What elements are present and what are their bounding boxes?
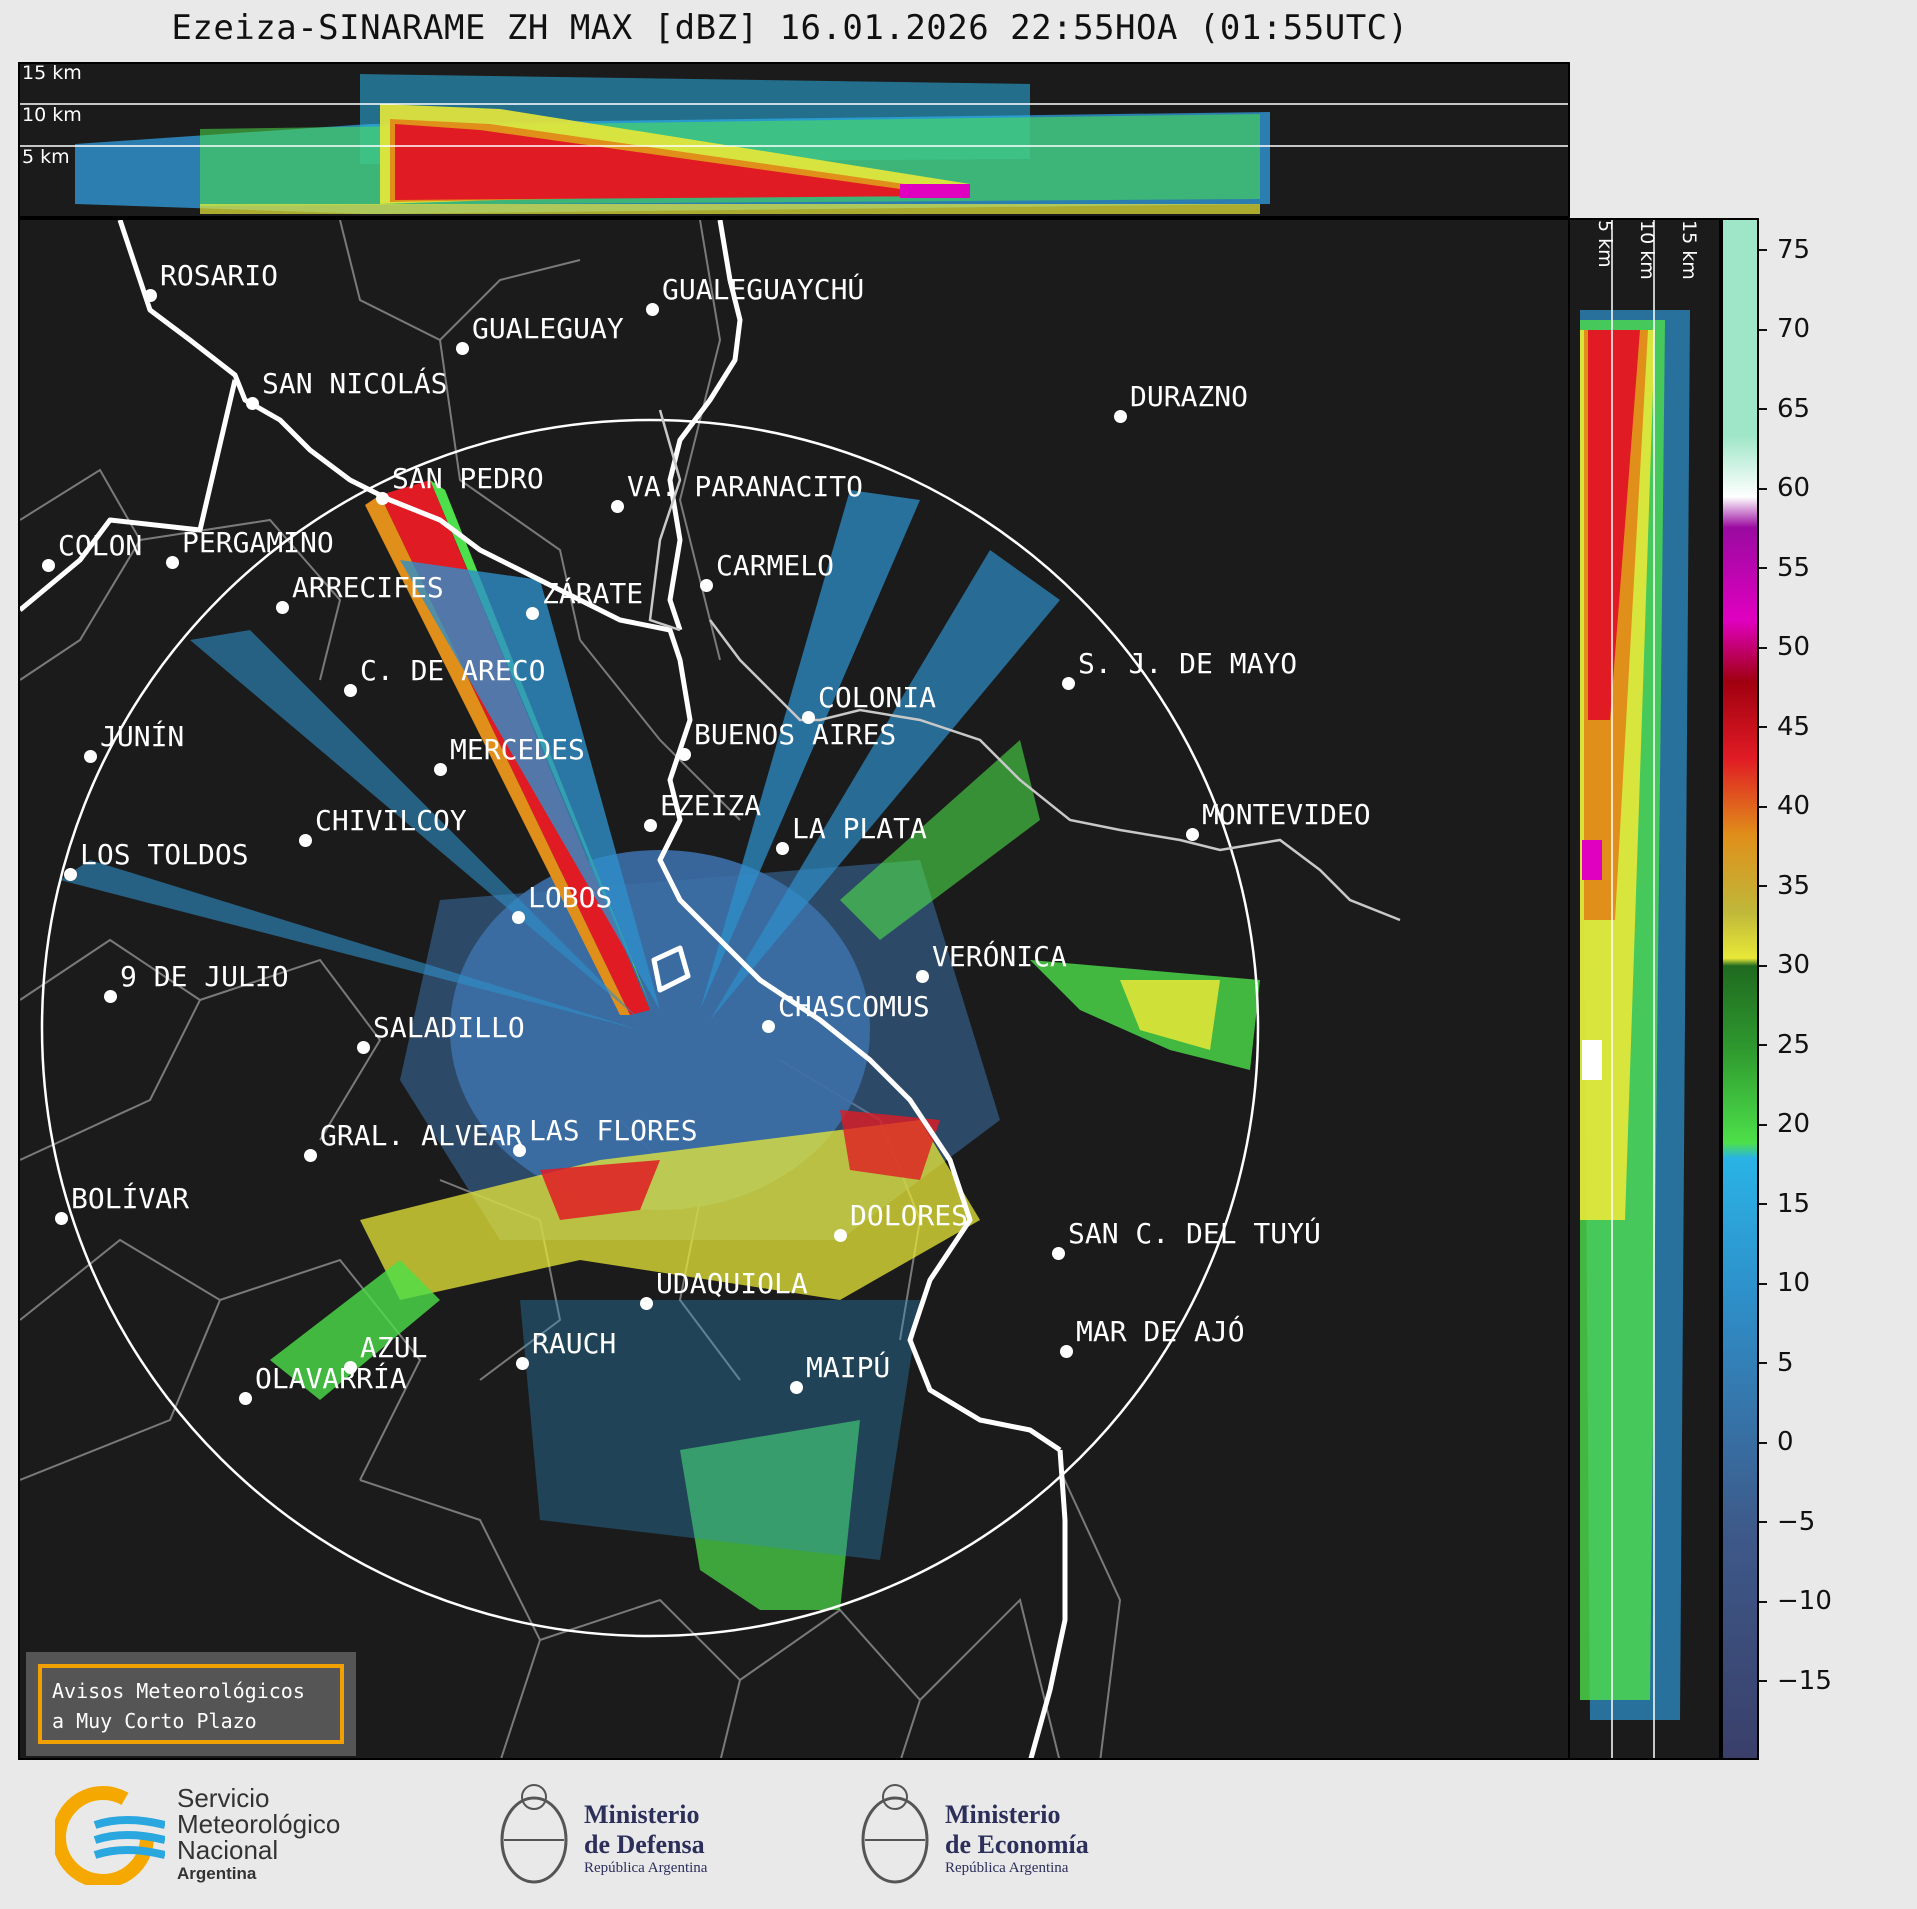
colorbar-tick-label: 55 [1759, 553, 1810, 583]
side-cross-section-plot [1580, 220, 1690, 1758]
colorbar-tick-label: 70 [1759, 314, 1810, 344]
top-cross-section-panel: 15 km 10 km 5 km [18, 62, 1570, 218]
colorbar-ticks: 75 70 65 60 55 50 45 40 35 30 25 20 15 10 5 0 −5 −10 −15 [1759, 218, 1879, 1760]
economia-logo-text: Ministerio de Economía República Argenti… [945, 1800, 1089, 1876]
side-alt-10km: 10 km [1636, 220, 1658, 280]
warning-line-2: a Muy Corto Plazo [52, 1709, 257, 1733]
top-alt-15km: 15 km [22, 62, 82, 84]
defensa-logo-text: Ministerio de Defensa República Argentin… [584, 1800, 708, 1876]
colorbar-tick-label: 5 [1759, 1348, 1794, 1378]
range-ring [40, 418, 1260, 1638]
colorbar [1721, 218, 1759, 1760]
colorbar-tick-label: 60 [1759, 473, 1810, 503]
echo-spoke-nw-orange [365, 495, 630, 1015]
echo-south-arm [680, 1420, 860, 1610]
side-echo-magenta [1582, 840, 1602, 880]
echo-ne-green-band [840, 740, 1040, 940]
side-alt-15km: 15 km [1678, 220, 1700, 280]
top-echo-magenta [900, 184, 970, 198]
top-cross-section-plot [20, 74, 1568, 214]
top-alt-5km: 5 km [22, 146, 70, 168]
smn-logo-icon [55, 1786, 165, 1885]
economia-coat-of-arms-icon [861, 1784, 929, 1884]
echo-spoke-w-blue [190, 630, 640, 1020]
echo-south-red [540, 1160, 660, 1220]
map-title: Ezeiza-SINARAME ZH MAX [dBZ] 16.01.2026 … [171, 8, 1409, 48]
echo-montevideo-core [1120, 980, 1220, 1050]
uruguay-coast [648, 409, 1401, 922]
colorbar-tick-label: 30 [1759, 950, 1810, 980]
top-echo-red [395, 124, 950, 200]
colorbar-tick-label: 40 [1759, 791, 1810, 821]
colorbar-tick-label: −10 [1759, 1586, 1832, 1616]
top-alt-10km: 10 km [22, 104, 82, 126]
colorbar-tick-label: 20 [1759, 1109, 1810, 1139]
warning-box[interactable]: Avisos Meteorológicos a Muy Corto Plazo [26, 1652, 356, 1756]
colorbar-tick-label: 0 [1759, 1427, 1794, 1457]
side-cross-section-panel: 5 km 10 km 15 km [1570, 218, 1721, 1760]
colorbar-tick-label: 65 [1759, 394, 1810, 424]
colorbar-tick-label: 10 [1759, 1268, 1810, 1298]
echo-spoke-w2-blue [60, 860, 640, 1030]
echo-south-blue [520, 1300, 920, 1560]
footer: Servicio Meteorológico Nacional Argentin… [0, 1760, 1917, 1909]
side-echo-white [1582, 1040, 1602, 1080]
radar-map-plot [20, 220, 1401, 1758]
echo-spoke-ne2-blue [710, 550, 1060, 1020]
side-echo-red [1588, 330, 1640, 720]
radar-map[interactable]: ROSARIO GUALEGUAYCHÚ GUALEGUAY SAN NICOL… [18, 218, 1570, 1760]
colorbar-tick-label: −15 [1759, 1666, 1832, 1696]
colorbar-tick-label: 25 [1759, 1030, 1810, 1060]
smn-logo-text: Servicio Meteorológico Nacional Argentin… [177, 1783, 341, 1883]
echo-spoke-ne-blue [700, 490, 920, 1010]
echo-south-band [360, 1120, 980, 1300]
side-alt-5km: 5 km [1594, 220, 1616, 268]
colorbar-tick-label: 15 [1759, 1189, 1810, 1219]
top-echo-base [200, 204, 1260, 214]
colorbar-tick-label: −5 [1759, 1507, 1815, 1537]
colorbar-gradient [1723, 220, 1757, 1758]
coastlines [20, 220, 1068, 1758]
colorbar-tick-label: 35 [1759, 871, 1810, 901]
echo-sw-arm [270, 1260, 440, 1400]
warning-box-frame: Avisos Meteorológicos a Muy Corto Plazo [38, 1664, 344, 1744]
echo-spoke-nw-blue [400, 560, 660, 1010]
echo-se-red [840, 1110, 940, 1180]
colorbar-tick-label: 75 [1759, 235, 1810, 265]
defensa-coat-of-arms-icon [500, 1784, 568, 1884]
colorbar-tick-label: 45 [1759, 712, 1810, 742]
colorbar-tick-label: 50 [1759, 632, 1810, 662]
warning-line-1: Avisos Meteorológicos [52, 1679, 305, 1703]
